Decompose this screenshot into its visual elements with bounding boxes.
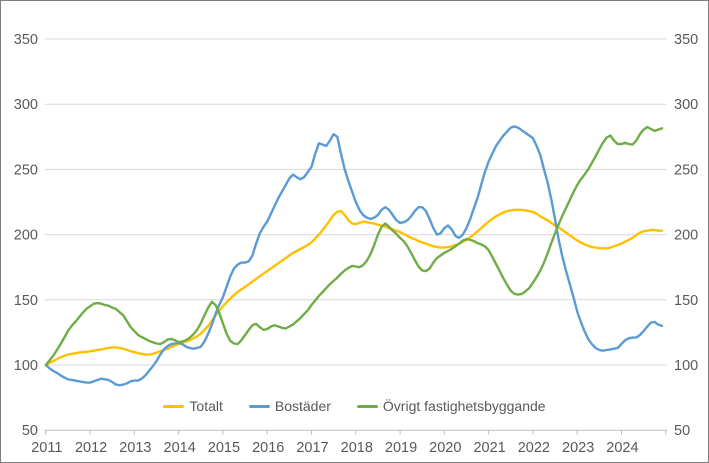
x-tick-label: 2013	[119, 440, 151, 456]
legend-label: Totalt	[189, 398, 223, 414]
x-tick-label: 2012	[75, 440, 107, 456]
legend-line-swatch	[356, 404, 378, 408]
y-tick-label-right: 350	[674, 32, 698, 48]
legend-line-swatch	[248, 404, 270, 408]
legend-item-ovrigt: Övrigt fastighetsbyggande	[356, 398, 546, 414]
y-tick-label-left: 300	[14, 97, 38, 113]
x-tick-label: 2022	[518, 440, 550, 456]
y-tick-label-right: 150	[674, 293, 698, 309]
legend-label: Övrigt fastighetsbyggande	[382, 398, 546, 414]
series-line-bost-der	[44, 125, 664, 387]
x-tick-label: 2016	[252, 440, 284, 456]
x-tick-label: 2014	[164, 440, 196, 456]
legend-line-swatch	[163, 404, 185, 408]
x-tick-label: 2024	[606, 440, 638, 456]
y-tick-label-left: 50	[22, 423, 38, 439]
chart-legend: Totalt Bostäder Övrigt fastighetsbyggande	[1, 396, 708, 416]
x-tick-label: 2023	[562, 440, 594, 456]
y-tick-label-right: 50	[674, 423, 690, 439]
y-tick-label-left: 150	[14, 293, 38, 309]
y-axis-labels-left: 50 100 150 200 250 300 350	[14, 32, 38, 439]
x-axis-labels: 2011 2012 2013 2014 2015 2016 2017 2018 2019 2020…	[31, 440, 638, 456]
x-tick-label: 2018	[341, 440, 373, 456]
y-tick-label-left: 250	[14, 162, 38, 178]
y-axis-labels-right: 50 100 150 200 250 300 350	[674, 32, 698, 439]
y-tick-label-right: 300	[674, 97, 698, 113]
x-tick-label: 2015	[208, 440, 240, 456]
legend-label: Bostäder	[274, 398, 331, 414]
y-gridlines	[44, 38, 667, 366]
x-axis	[44, 429, 668, 435]
x-tick-label: 2011	[31, 440, 62, 456]
y-tick-label-right: 100	[674, 358, 698, 374]
y-tick-label-left: 350	[14, 32, 38, 48]
y-tick-label-left: 200	[14, 228, 38, 244]
series-line-totalt	[44, 208, 664, 367]
y-tick-label-left: 100	[14, 358, 38, 374]
x-tick-label: 2019	[385, 440, 417, 456]
legend-item-bostader: Bostäder	[248, 398, 331, 414]
y-tick-label-right: 200	[674, 228, 698, 244]
x-tick-label: 2020	[429, 440, 461, 456]
legend-item-totalt: Totalt	[163, 398, 223, 414]
x-tick-label: 2017	[296, 440, 328, 456]
y-tick-label-right: 250	[674, 162, 698, 178]
x-tick-label: 2021	[473, 440, 505, 456]
series-line--vrigt-fastighetsbyggande	[44, 125, 664, 367]
